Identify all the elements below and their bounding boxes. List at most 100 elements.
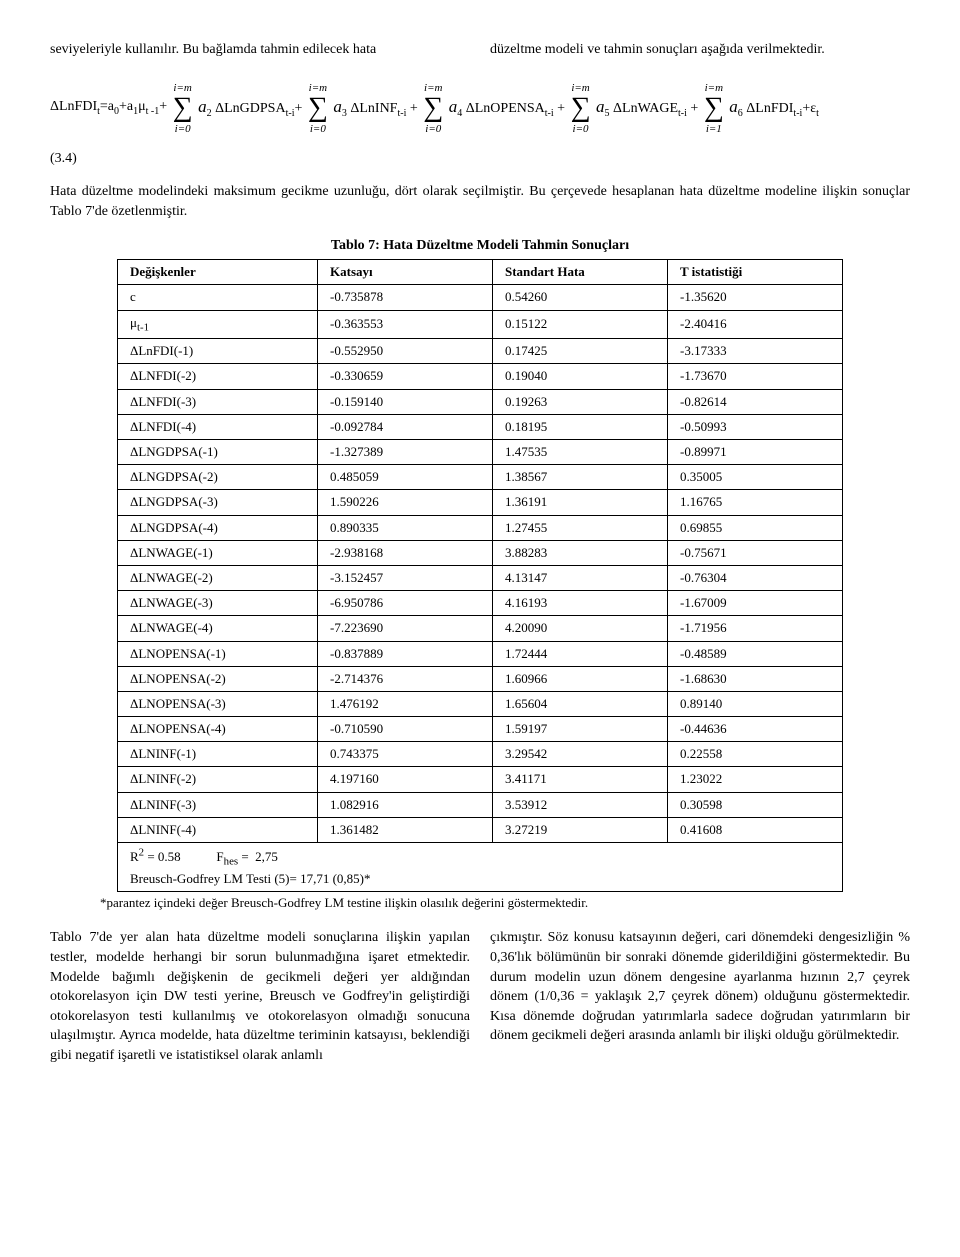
sum2-bot: i=0: [310, 123, 326, 135]
table-cell: -1.73670: [668, 364, 843, 389]
table-cell: 1.38567: [493, 465, 668, 490]
table-cell: ΔLNINF(-3): [118, 792, 318, 817]
table-cell: 1.59197: [493, 717, 668, 742]
sum-2: i=m∑i=0: [308, 78, 328, 139]
bottom-columns: Tablo 7'de yer alan hata düzeltme modeli…: [50, 928, 910, 1065]
table-cell: -1.327389: [318, 440, 493, 465]
table-cell: ΔLNGDPSA(-2): [118, 465, 318, 490]
table-footer-row: R2 = 0.58 Fhes = 2,75 Breusch-Godfrey LM…: [118, 843, 843, 892]
t3s: t-i: [397, 108, 406, 119]
table-cell: ΔLnFDI(-1): [118, 339, 318, 364]
table-cell: 1.361482: [318, 817, 493, 842]
table-row: ΔLNOPENSA(-3)1.4761921.656040.89140: [118, 691, 843, 716]
table-cell: -3.152457: [318, 565, 493, 590]
eq-plus-a: +: [159, 99, 167, 114]
table-cell: 0.19040: [493, 364, 668, 389]
sigma-icon-5: ∑: [704, 97, 724, 119]
table-cell: 1.60966: [493, 666, 668, 691]
table-cell: 0.485059: [318, 465, 493, 490]
table-row: ΔLNOPENSA(-1)-0.8378891.72444-0.48589: [118, 641, 843, 666]
table-cell: -0.82614: [668, 389, 843, 414]
plus4: +: [557, 101, 565, 116]
table-cell: -7.223690: [318, 616, 493, 641]
table-cell: -2.938168: [318, 540, 493, 565]
sum3-bot: i=0: [425, 123, 441, 135]
table-cell: -1.67009: [668, 591, 843, 616]
table-cell: 0.54260: [493, 285, 668, 310]
table-cell: -0.44636: [668, 717, 843, 742]
table-row: ΔLNFDI(-2)-0.3306590.19040-1.73670: [118, 364, 843, 389]
table-cell: 0.743375: [318, 742, 493, 767]
t4: ΔLnOPENSA: [462, 101, 545, 116]
table-cell: ΔLNWAGE(-3): [118, 591, 318, 616]
footer-bg: Breusch-Godfrey LM Testi (5)= 17,71 (0,8…: [130, 871, 371, 886]
table-cell: μt-1: [118, 310, 318, 339]
table-cell: ΔLNINF(-2): [118, 767, 318, 792]
table-row: ΔLNINF(-1)0.7433753.295420.22558: [118, 742, 843, 767]
intro-right: düzeltme modeli ve tahmin sonuçları aşağ…: [490, 40, 910, 60]
table-cell: -3.17333: [668, 339, 843, 364]
table-cell: 0.18195: [493, 414, 668, 439]
th-var: Değişkenler: [118, 260, 318, 285]
table-cell: ΔLNOPENSA(-3): [118, 691, 318, 716]
table-row: ΔLNGDPSA(-1)-1.3273891.47535-0.89971: [118, 440, 843, 465]
plus2: +: [294, 101, 302, 116]
table-cell: -0.50993: [668, 414, 843, 439]
table-cell: -0.159140: [318, 389, 493, 414]
t6s: t-i: [793, 108, 802, 119]
table-cell: 0.890335: [318, 515, 493, 540]
table-cell: 3.41171: [493, 767, 668, 792]
table-row: c-0.7358780.54260-1.35620: [118, 285, 843, 310]
table-cell: 4.16193: [493, 591, 668, 616]
table-cell: 0.22558: [668, 742, 843, 767]
table-row: ΔLNGDPSA(-2)0.4850591.385670.35005: [118, 465, 843, 490]
table-cell: -0.330659: [318, 364, 493, 389]
sum-3: i=m∑i=0: [423, 78, 443, 139]
table-row: ΔLNWAGE(-2)-3.1524574.13147-0.76304: [118, 565, 843, 590]
t5: ΔLnWAGE: [610, 101, 679, 116]
t5s: t-i: [678, 108, 687, 119]
table-cell: 0.15122: [493, 310, 668, 339]
table-cell: 0.41608: [668, 817, 843, 842]
th-coef: Katsayı: [318, 260, 493, 285]
table-row: ΔLNINF(-2)4.1971603.411711.23022: [118, 767, 843, 792]
table-cell: -0.89971: [668, 440, 843, 465]
table-row: ΔLNOPENSA(-4)-0.7105901.59197-0.44636: [118, 717, 843, 742]
table-cell: 4.20090: [493, 616, 668, 641]
table-cell: ΔLNFDI(-3): [118, 389, 318, 414]
table-row: ΔLNFDI(-4)-0.0927840.18195-0.50993: [118, 414, 843, 439]
table-cell: 0.19263: [493, 389, 668, 414]
eq-lhs: ΔLnFDI: [50, 99, 97, 114]
table-caption: Tablo 7: Hata Düzeltme Modeli Tahmin Son…: [50, 236, 910, 256]
table-cell: ΔLNINF(-1): [118, 742, 318, 767]
table-cell: 3.29542: [493, 742, 668, 767]
table-row: ΔLNINF(-3)1.0829163.539120.30598: [118, 792, 843, 817]
table-cell: -0.837889: [318, 641, 493, 666]
table-cell: 3.27219: [493, 817, 668, 842]
c4: a: [449, 97, 458, 116]
eq-eq1: =a: [100, 99, 114, 114]
table-cell: 0.30598: [668, 792, 843, 817]
table-cell: 1.23022: [668, 767, 843, 792]
table-cell: 1.082916: [318, 792, 493, 817]
t3: ΔLnINF: [347, 101, 398, 116]
equation: ΔLnFDIt=a0+a1μt -1+ i=m∑i=0 a2 ΔLnGDPSAt…: [50, 78, 910, 139]
table-cell: 1.27455: [493, 515, 668, 540]
table-cell: 0.69855: [668, 515, 843, 540]
eps: +ε: [802, 101, 816, 116]
table-cell: 3.53912: [493, 792, 668, 817]
table-cell: ΔLNWAGE(-2): [118, 565, 318, 590]
sigma-icon-2: ∑: [308, 97, 328, 119]
th-se: Standart Hata: [493, 260, 668, 285]
table-header-row: Değişkenler Katsayı Standart Hata T ista…: [118, 260, 843, 285]
table-cell: 1.36191: [493, 490, 668, 515]
table-row: ΔLNWAGE(-1)-2.9381683.88283-0.75671: [118, 540, 843, 565]
table-cell: 0.35005: [668, 465, 843, 490]
table-cell: ΔLNGDPSA(-4): [118, 515, 318, 540]
table-body: c-0.7358780.54260-1.35620μt-1-0.3635530.…: [118, 285, 843, 843]
sum4-bot: i=0: [573, 123, 589, 135]
table-cell: -2.40416: [668, 310, 843, 339]
plus5: +: [690, 101, 698, 116]
table-cell: -0.48589: [668, 641, 843, 666]
intro-columns: seviyeleriyle kullanılır. Bu bağlamda ta…: [50, 40, 910, 60]
